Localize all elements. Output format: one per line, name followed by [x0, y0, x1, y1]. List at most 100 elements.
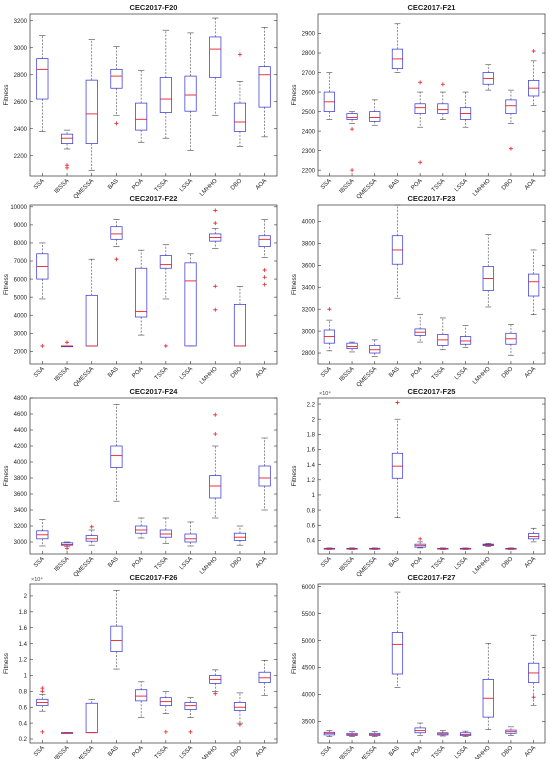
x-tick-label: AOA [255, 366, 268, 379]
box-tssa [159, 691, 172, 734]
box-dbo [505, 324, 517, 356]
y-axis-label: Fitness [291, 273, 298, 295]
box-dbo [505, 726, 517, 736]
x-tick-label: LMHHO [199, 366, 219, 386]
y-tick-label: 1.4 [19, 642, 28, 648]
x-tick-label: IBSSA [54, 366, 71, 383]
x-tick-label: LSSA [454, 556, 469, 571]
chart-title: CEC2017-F24 [130, 387, 179, 396]
x-tick-label: QMESSA [356, 745, 378, 759]
iqr-box [233, 304, 247, 347]
outlier-marker [213, 412, 218, 417]
outlier-marker [418, 80, 423, 85]
outlier-marker [440, 82, 445, 87]
box-bas [391, 591, 404, 688]
iqr-box [36, 58, 49, 100]
x-tick-label: DBO [230, 178, 244, 192]
iqr-box [110, 625, 123, 652]
x-tick-label: LSSA [179, 745, 194, 759]
iqr-box [60, 133, 74, 144]
box-lmhho [482, 234, 494, 308]
outlier-marker [213, 284, 218, 289]
box-ibssa [60, 340, 74, 348]
box-aoa [258, 219, 271, 287]
box-ibssa [60, 541, 74, 551]
box-poa [135, 681, 148, 718]
iqr-box [346, 113, 358, 120]
x-tick-label: LMHHO [472, 366, 492, 386]
plot-frame [317, 13, 546, 177]
outlier-marker [237, 52, 242, 57]
y-tick-label: 0.8 [307, 508, 316, 514]
x-tick-label: BAS [388, 556, 401, 569]
outlier-marker [213, 208, 218, 213]
x-tick-label: POA [131, 178, 144, 191]
x-tick-label: POA [131, 556, 144, 569]
box-poa [414, 314, 426, 343]
box-lssa [459, 547, 472, 550]
outlier-marker [213, 691, 218, 696]
y-tick-label: 3800 [14, 476, 28, 482]
chart-panel-3: CEC2017-F22 2000 3000 4000 5000 6000 7000 8000 9… [3, 194, 278, 389]
chart-panel-4: CEC2017-F23 2800 3000 3200 3400 3600 3800 4000 F… [291, 194, 546, 389]
box-bas [110, 404, 123, 502]
iqr-box [209, 36, 222, 78]
box-aoa [258, 437, 271, 511]
x-tick-label: DBO [501, 366, 515, 380]
box-tssa [437, 82, 449, 120]
box-ssa [36, 35, 49, 132]
box-poa [414, 536, 426, 549]
iqr-box [459, 336, 472, 345]
box-ibssa [346, 111, 358, 173]
box-aoa [528, 634, 540, 706]
x-tick-label: SSA [33, 556, 46, 569]
box-tssa [159, 244, 172, 348]
box-qmessa [85, 258, 98, 347]
x-tick-label: DBO [230, 366, 244, 380]
x-tick-label: LSSA [454, 366, 469, 381]
iqr-box [135, 267, 148, 318]
y-tick-label: 4200 [14, 444, 28, 450]
x-tick-label: SSA [33, 366, 46, 379]
y-tick-label: 3000 [302, 329, 316, 335]
x-tick-label: IBSSA [339, 178, 356, 195]
box-dbo [233, 692, 247, 727]
plot-frame [29, 204, 278, 365]
box-ssa [36, 686, 49, 734]
outlier-marker [40, 343, 45, 348]
iqr-box [233, 702, 247, 711]
x-tick-label: AOA [524, 366, 537, 379]
y-axis-label: Fitness [3, 273, 10, 295]
x-tick-label: BAS [388, 366, 401, 379]
y-tick-label: 2400 [302, 129, 316, 135]
iqr-box [528, 273, 540, 297]
y-tick-label: 5000 [302, 639, 316, 645]
box-dbo [233, 525, 247, 546]
x-tick-label: AOA [255, 745, 268, 758]
iqr-box [110, 226, 123, 240]
x-tick-label: DBO [230, 745, 244, 759]
x-tick-label: QMESSA [73, 556, 95, 578]
x-tick-label: TSSA [431, 745, 446, 759]
box-lssa [184, 521, 197, 547]
x-tick-label: LSSA [179, 178, 194, 193]
x-tick-label: AOA [524, 556, 537, 569]
y-tick-label: 1.2 [19, 658, 28, 664]
y-tick-label: 3200 [14, 19, 28, 25]
box-poa [135, 517, 148, 539]
y-tick-label: 6000 [14, 277, 28, 283]
x-tick-label: SSA [320, 556, 333, 569]
chart-title: CEC2017-F25 [408, 387, 456, 396]
outlier-marker [395, 400, 400, 405]
y-tick-label: 7000 [14, 259, 28, 265]
outlier-marker [89, 524, 94, 529]
y-axis-label: Fitness [291, 84, 298, 106]
y-tick-label: 2800 [302, 51, 316, 57]
y-tick-label: 4800 [14, 396, 28, 402]
iqr-box [159, 77, 172, 113]
box-qmessa [85, 524, 98, 546]
y-tick-label: 3000 [14, 46, 28, 52]
box-aoa [258, 27, 271, 138]
box-poa [135, 249, 148, 336]
plot-frame [29, 397, 278, 555]
